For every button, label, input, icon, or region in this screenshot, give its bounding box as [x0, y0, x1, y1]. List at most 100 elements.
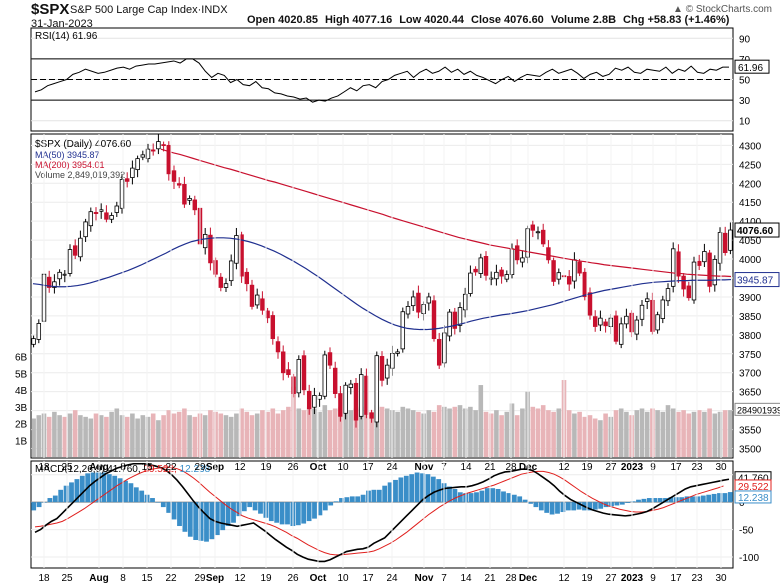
- macd-histogram-bar: [668, 497, 674, 503]
- macd-histogram-bar: [117, 478, 123, 503]
- price-candle-body: [644, 298, 650, 302]
- macd-histogram-bar: [403, 475, 409, 503]
- price-candle-body: [166, 144, 172, 175]
- price-candle-body: [218, 276, 224, 288]
- price-candle-body: [150, 149, 156, 152]
- macd-histogram-bar: [209, 502, 215, 540]
- macd-histogram-bar: [414, 472, 420, 503]
- volume-bar: [707, 408, 712, 457]
- volume-bar: [556, 408, 562, 457]
- macd-histogram-bar: [571, 502, 577, 511]
- price-candle-body: [244, 271, 250, 285]
- macd-histogram-bar: [155, 502, 161, 503]
- price-candle-body: [275, 341, 281, 353]
- macd-histogram-bar: [322, 502, 328, 511]
- volume-bar: [681, 410, 686, 457]
- macd-histogram-bar: [630, 501, 636, 503]
- volume-bar: [624, 411, 629, 457]
- volume-bar: [660, 411, 666, 457]
- price-candle-body: [473, 268, 478, 273]
- price-candle-body: [598, 317, 603, 326]
- price-candle-body: [426, 296, 432, 304]
- volume-bar: [551, 411, 556, 457]
- macd-histogram-bar: [393, 479, 398, 503]
- volume-bar: [166, 410, 172, 457]
- quote-summary: Open 4020.85 High 4077.16 Low 4020.44 Close…: [247, 14, 736, 26]
- macd-histogram-bar: [544, 502, 550, 513]
- volume-bar: [62, 416, 68, 457]
- price-candle-body: [369, 412, 374, 419]
- volume-bar: [395, 411, 400, 457]
- volume-bar: [124, 416, 130, 457]
- price-tick-label: 4150: [739, 198, 762, 209]
- macd-histogram-bar: [420, 473, 425, 503]
- volume-bar: [353, 408, 359, 457]
- macd-histogram-bar: [355, 496, 361, 503]
- volume-bar: [686, 413, 692, 457]
- index-name: S&P 500 Large Cap Index·INDX: [70, 4, 228, 16]
- x-tick-label: 23: [691, 573, 703, 584]
- volume-bar: [717, 411, 723, 457]
- x-tick-label: 15: [141, 573, 153, 584]
- macd-histogram-bar: [204, 502, 209, 542]
- macd-histogram-bar: [349, 496, 355, 503]
- price-candle-body: [374, 355, 380, 423]
- volume-bar: [457, 405, 463, 457]
- volume-bar: [161, 415, 166, 457]
- volume-tick-label: 3B: [15, 403, 28, 414]
- price-candle-body: [572, 259, 577, 282]
- macd-histogram-bar: [339, 498, 344, 503]
- price-candle-body: [488, 277, 494, 280]
- volume-bar: [176, 411, 182, 457]
- macd-histogram-bar: [717, 493, 722, 503]
- x-tick-label: 22: [165, 573, 177, 584]
- volume-bar: [473, 410, 478, 457]
- macd-histogram-bar: [101, 472, 107, 503]
- volume-bar: [72, 410, 78, 457]
- price-tick-label: 4250: [739, 160, 762, 171]
- price-candle-body: [353, 382, 359, 421]
- volume-bar: [478, 385, 484, 457]
- volume-bar: [722, 410, 728, 457]
- volume-bar: [83, 416, 88, 457]
- macd-histogram-bar: [387, 482, 393, 503]
- volume-bar: [36, 415, 42, 457]
- volume-bar: [514, 415, 520, 457]
- rsi-tick-label: 90: [739, 34, 751, 45]
- volume-bar: [93, 413, 99, 457]
- price-candle-body: [124, 178, 130, 182]
- macd-histogram-bar: [549, 502, 555, 515]
- price-candle-body: [228, 260, 234, 282]
- price-candle-body: [156, 141, 161, 150]
- volume-tick-label: 6B: [15, 353, 28, 364]
- macd-histogram-bar: [220, 502, 226, 531]
- price-candle-body: [681, 275, 686, 290]
- macd-histogram-bar: [425, 474, 431, 503]
- volume-bar: [665, 405, 671, 457]
- volume-bar: [218, 413, 224, 457]
- volume-bar: [171, 413, 177, 457]
- macd-histogram-bar: [301, 502, 307, 524]
- volume-bar: [135, 418, 140, 457]
- price-candle-body: [78, 237, 83, 258]
- price-candle-body: [514, 245, 520, 261]
- x-tick-label: 24: [386, 573, 398, 584]
- price-candle-body: [436, 338, 442, 366]
- price-candle-body: [327, 352, 333, 366]
- price-candle-body: [431, 300, 437, 340]
- macd-line: [34, 462, 730, 563]
- macd-histogram-bar: [106, 474, 112, 503]
- price-candle-body: [707, 252, 712, 287]
- volume-bar: [400, 406, 406, 457]
- volume-bar: [712, 413, 718, 457]
- volume-bar: [405, 408, 411, 457]
- x-tick-label: Dec: [519, 573, 538, 584]
- price-candle-body: [93, 212, 99, 214]
- price-candle-body: [634, 319, 640, 335]
- macd-histogram-bar: [47, 498, 53, 503]
- macd-histogram-bar: [592, 502, 598, 510]
- macd-histogram-bar: [177, 502, 182, 527]
- price-candle-body: [249, 284, 255, 307]
- x-tick-label: Nov: [415, 573, 434, 584]
- price-tick-label: 3850: [739, 312, 762, 323]
